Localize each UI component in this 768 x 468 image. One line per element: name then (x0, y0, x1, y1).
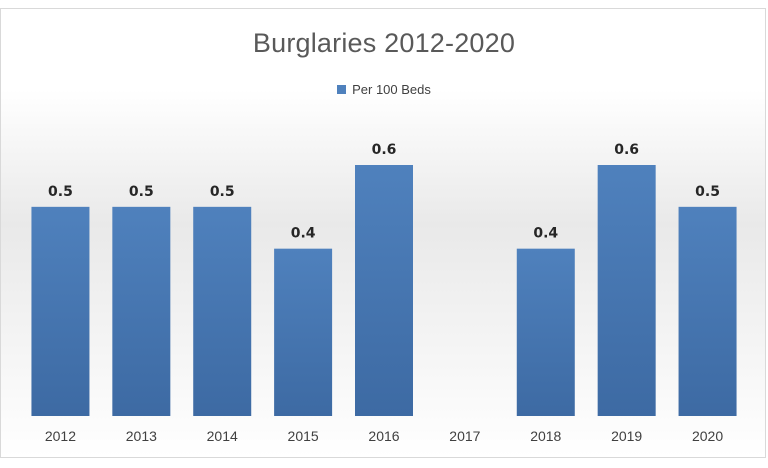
x-tick-2019: 2019 (611, 428, 642, 444)
data-label-2019: 0.6 (614, 142, 639, 158)
x-tick-2020: 2020 (692, 428, 723, 444)
x-tick-2016: 2016 (368, 428, 399, 444)
bar-2020 (678, 206, 737, 416)
data-label-2014: 0.5 (210, 184, 235, 200)
data-label-2018: 0.4 (533, 226, 558, 242)
bar-2015 (274, 248, 333, 416)
x-tick-2014: 2014 (207, 428, 238, 444)
x-tick-2012: 2012 (45, 428, 76, 444)
data-label-2012: 0.5 (48, 184, 73, 200)
data-label-2020: 0.5 (695, 184, 720, 200)
data-label-2016: 0.6 (372, 142, 397, 158)
legend-swatch (337, 85, 347, 94)
bar-2019 (597, 165, 656, 416)
bar-2014 (193, 206, 252, 416)
bar-2016 (355, 165, 413, 416)
bar-2013 (112, 206, 171, 416)
bar-2012 (31, 206, 90, 416)
x-tick-2015: 2015 (288, 428, 319, 444)
bar-2018 (516, 248, 575, 416)
x-tick-2013: 2013 (126, 428, 157, 444)
legend: Per 100 Beds (0, 82, 768, 97)
x-tick-2018: 2018 (530, 428, 561, 444)
data-label-2015: 0.4 (291, 226, 316, 242)
data-label-2013: 0.5 (129, 184, 154, 200)
x-tick-2017: 2017 (449, 428, 480, 444)
legend-label: Per 100 Beds (352, 82, 431, 97)
chart-title: Burglaries 2012-2020 (252, 28, 516, 58)
